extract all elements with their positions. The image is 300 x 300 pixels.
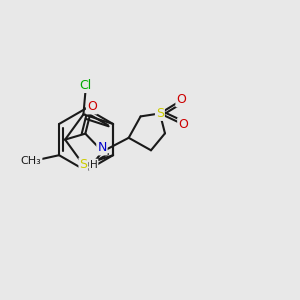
Text: Cl: Cl bbox=[80, 79, 92, 92]
Text: N: N bbox=[97, 141, 106, 154]
Text: CH₃: CH₃ bbox=[21, 156, 41, 166]
Text: O: O bbox=[176, 93, 186, 106]
Text: S: S bbox=[80, 158, 87, 171]
Text: O: O bbox=[87, 100, 97, 113]
Text: H: H bbox=[90, 160, 98, 170]
Text: S: S bbox=[156, 107, 164, 120]
Text: O: O bbox=[178, 118, 188, 131]
